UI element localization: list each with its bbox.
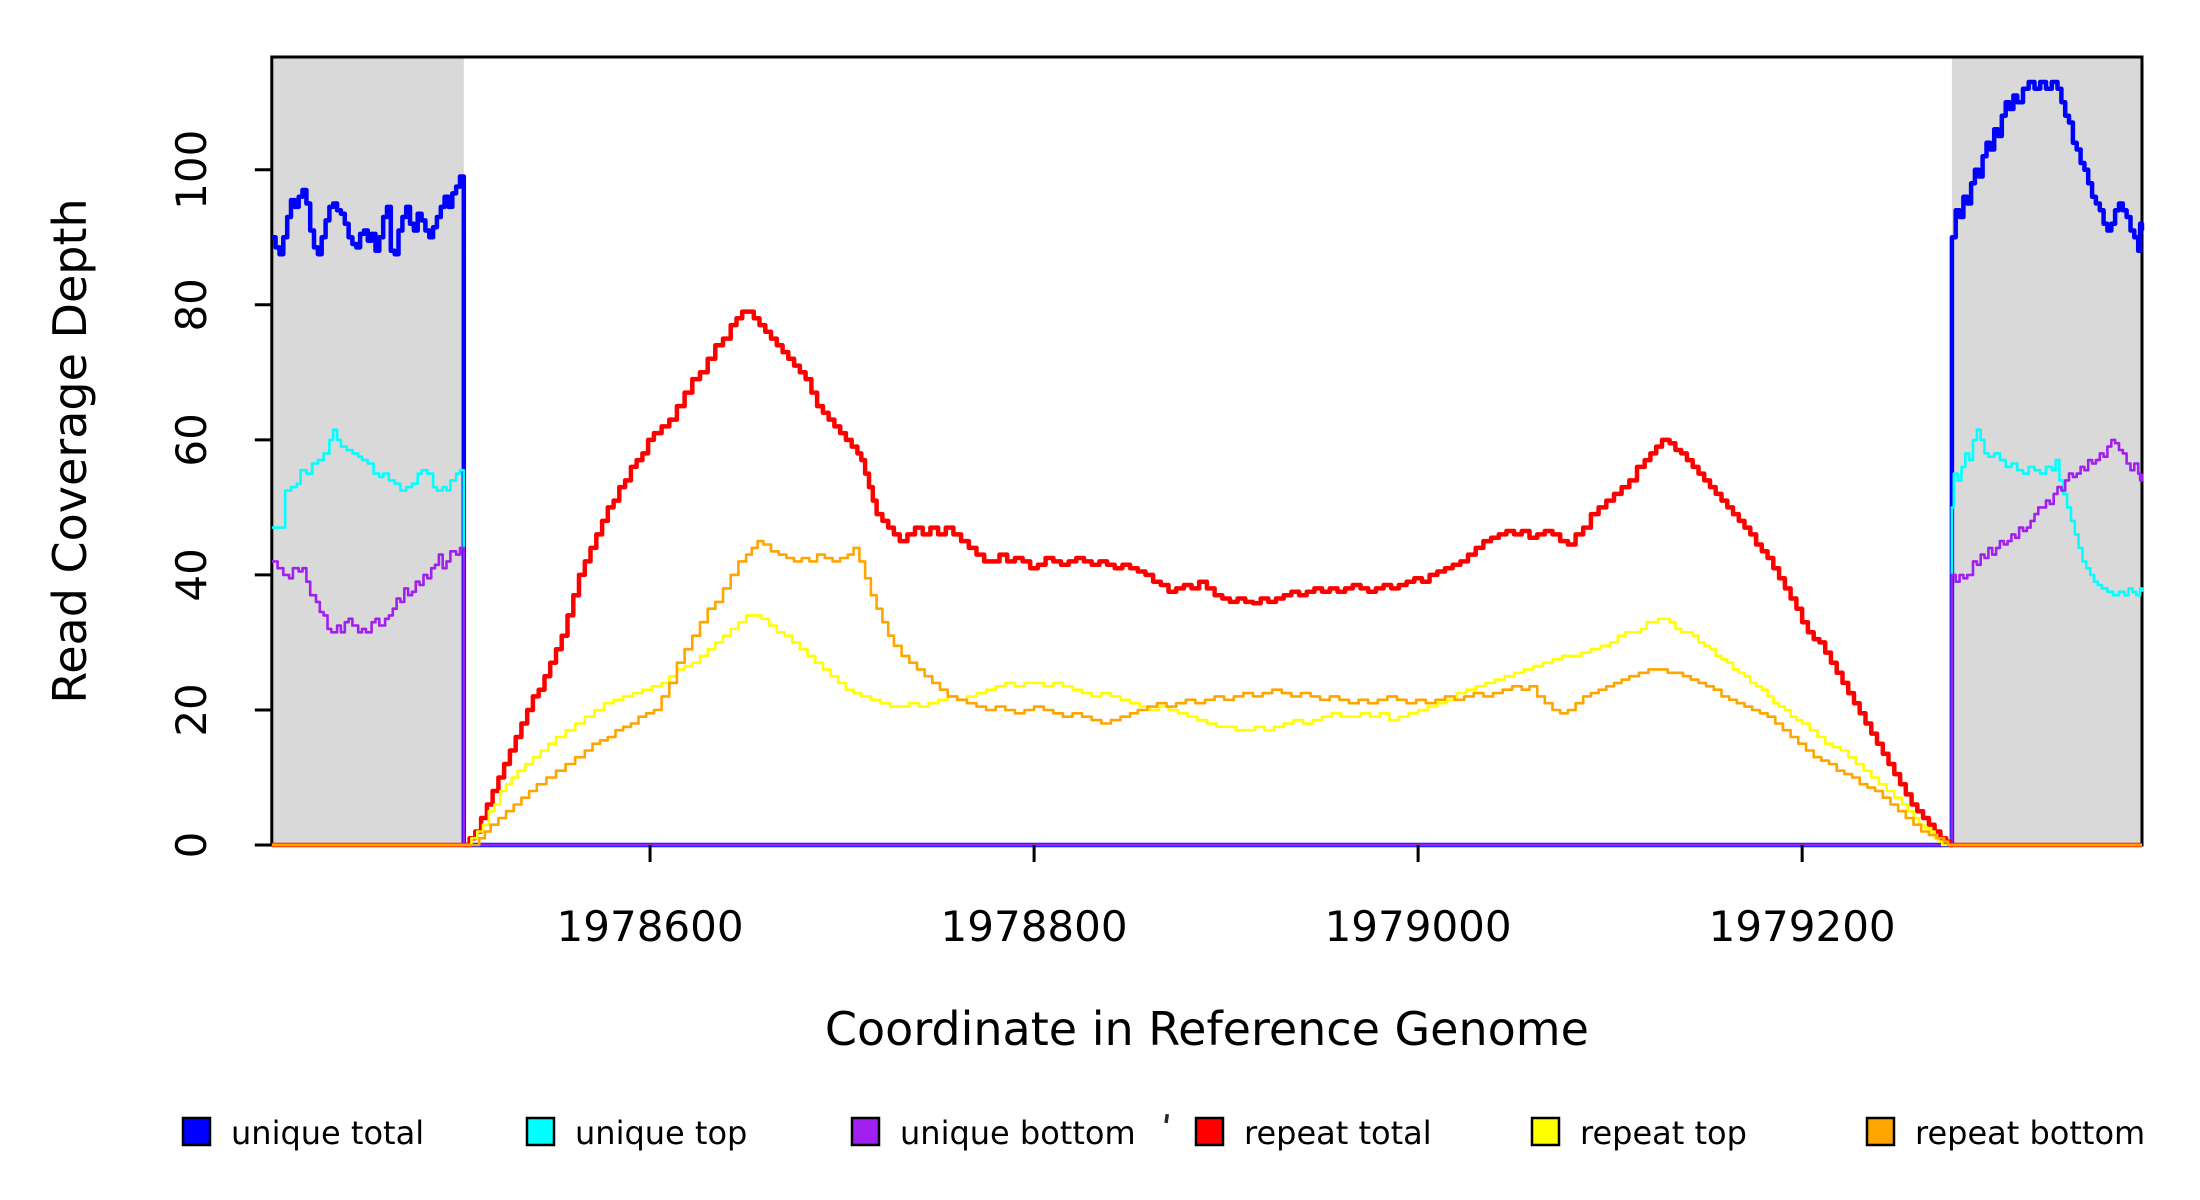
legend-item-unique-total: unique total: [181, 1114, 424, 1152]
series-unique-bottom: [271, 438, 2144, 847]
plot-border: [270, 55, 2144, 847]
legend-label: repeat bottom: [1915, 1114, 2145, 1152]
legend-label: repeat top: [1580, 1114, 1747, 1152]
series-repeat-total: [271, 309, 2142, 848]
legend-item-unique-bottom: unique bottom: [850, 1114, 1136, 1152]
series-repeat-top: [271, 614, 2142, 847]
series-unique-total: [271, 79, 2145, 848]
legend-label: unique bottom: [900, 1114, 1136, 1152]
y-tick-label: 100: [167, 130, 216, 210]
legend: unique total unique top unique bottom repea…: [181, 1114, 2145, 1152]
series-unique-top: [271, 428, 2144, 847]
y-tick-label: 0: [167, 832, 216, 859]
legend-swatch-repeat-total: [1194, 1116, 1225, 1147]
y-tick-label: 60: [167, 413, 216, 466]
y-tick-label: 80: [167, 278, 216, 331]
legend-label: unique total: [231, 1114, 424, 1152]
legend-label: repeat total: [1244, 1114, 1432, 1152]
x-axis: 1978600 1978800 1979000 1979200: [557, 845, 1896, 951]
legend-swatch-unique-top: [525, 1116, 556, 1147]
stray-mark: [1164, 1113, 1170, 1124]
legend-item-repeat-top: repeat top: [1530, 1114, 1747, 1152]
y-tick-label: 20: [167, 683, 216, 736]
x-tick-label: 1978800: [941, 902, 1128, 951]
legend-label: unique top: [575, 1114, 747, 1152]
x-tick-label: 1979200: [1709, 902, 1896, 951]
legend-swatch-unique-bottom: [850, 1116, 881, 1147]
shaded-regions: [271, 57, 2142, 845]
legend-swatch-unique-total: [181, 1116, 212, 1147]
legend-item-repeat-bottom: repeat bottom: [1865, 1114, 2145, 1152]
legend-swatch-repeat-top: [1530, 1116, 1561, 1147]
y-tick-label: 40: [167, 548, 216, 601]
unique-region-left: [271, 57, 464, 845]
series-repeat-bottom: [271, 539, 2142, 847]
y-axis-title: Read Coverage Depth: [43, 198, 97, 703]
x-axis-title: Coordinate in Reference Genome: [825, 1002, 1589, 1056]
series-lines: [271, 79, 2145, 848]
x-tick-label: 1978600: [557, 902, 744, 951]
legend-item-unique-top: unique top: [525, 1114, 747, 1152]
y-axis: 0 20 40 60 80 100: [167, 130, 272, 859]
legend-item-repeat-total: repeat total: [1194, 1114, 1432, 1152]
legend-swatch-repeat-bottom: [1865, 1116, 1896, 1147]
x-tick-label: 1979000: [1325, 902, 1512, 951]
